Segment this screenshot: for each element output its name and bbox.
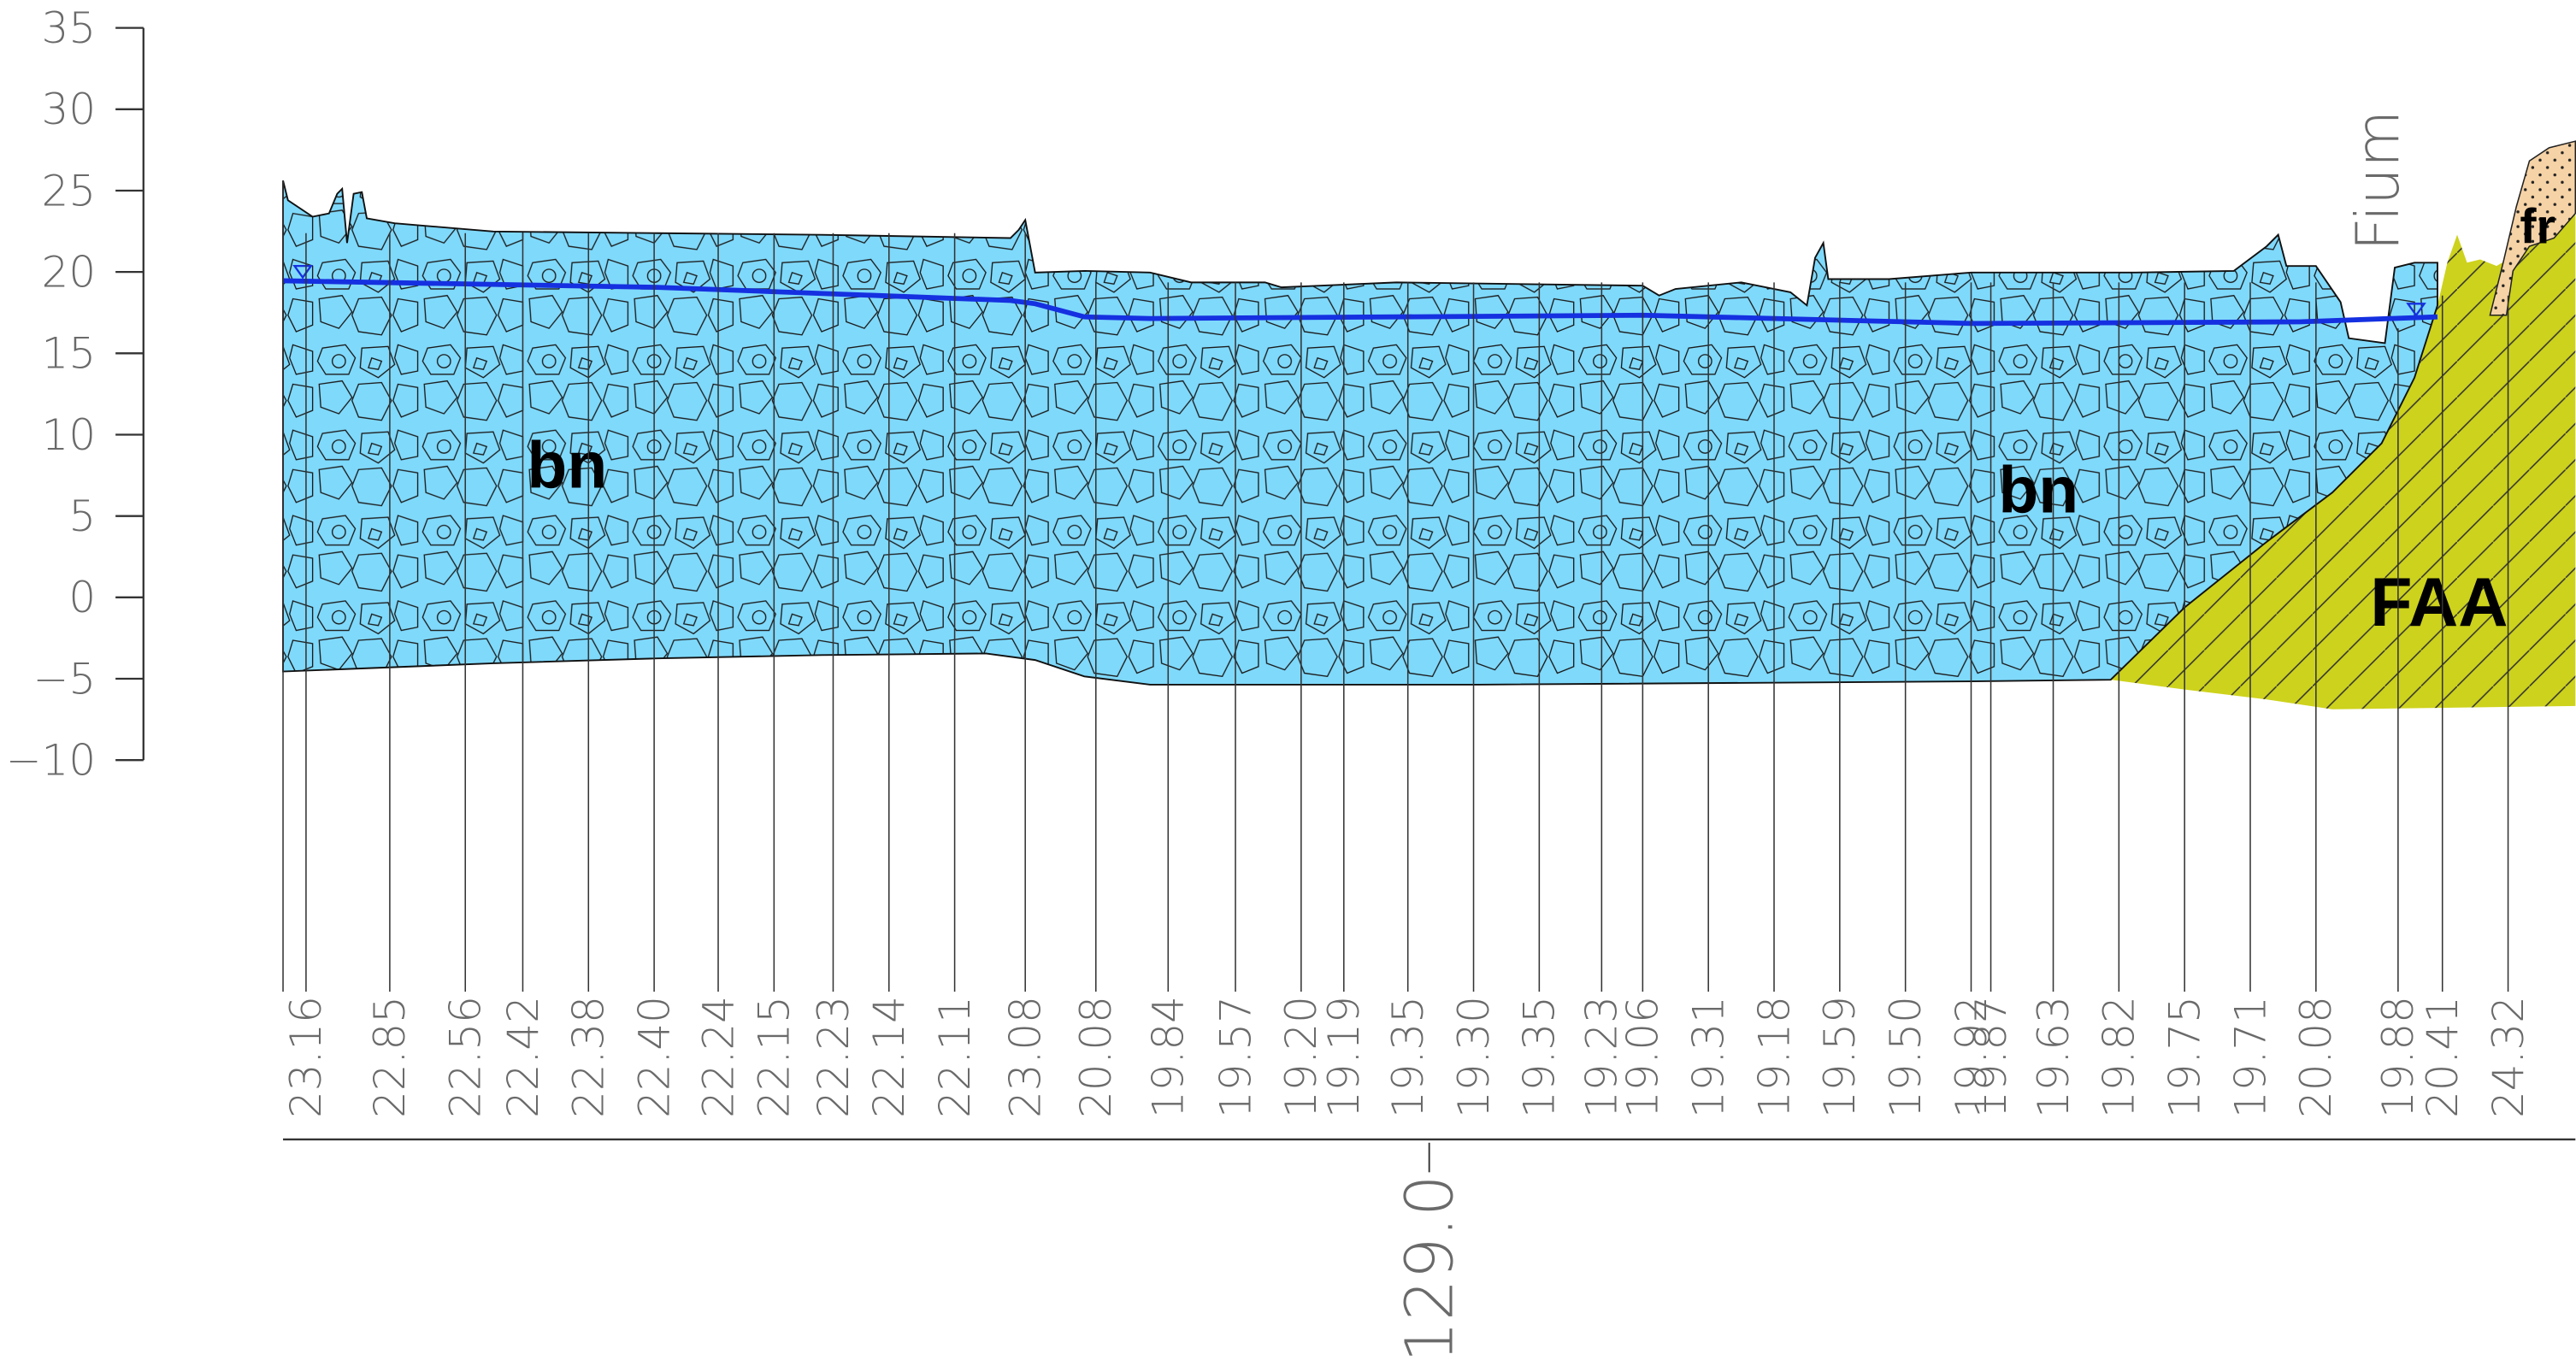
station-label: 19.63 bbox=[2029, 996, 2078, 1118]
station-label: 19.18 bbox=[1749, 996, 1799, 1118]
y-tick-label: 10 bbox=[42, 410, 97, 460]
station-label: 23.08 bbox=[1000, 996, 1050, 1118]
chainage: 129.0 bbox=[1393, 1175, 1469, 1363]
y-tick-label: 30 bbox=[42, 85, 97, 134]
station-label: 19.35 bbox=[1515, 996, 1565, 1118]
y-tick-label: 20 bbox=[42, 247, 97, 297]
station-label: 23.16 bbox=[281, 996, 331, 1118]
y-tick-label: −10 bbox=[6, 735, 96, 785]
station-label: 19.35 bbox=[1383, 996, 1433, 1118]
station-label: 22.23 bbox=[809, 996, 858, 1118]
cross-section: 129.0 Fium bn bn FAA fr 35 30 25 20 15 10 5 0 −5… bbox=[0, 0, 2576, 1366]
station-label: 24.32 bbox=[2484, 996, 2533, 1118]
unit-label: FAA bbox=[2370, 564, 2508, 641]
station-label: 19.84 bbox=[1144, 996, 1194, 1118]
station-label: 22.15 bbox=[750, 996, 799, 1118]
station-label: 19.30 bbox=[1449, 996, 1499, 1118]
station-label: 22.11 bbox=[930, 996, 980, 1118]
station-label: 20.41 bbox=[2418, 996, 2467, 1118]
station-label: 19.75 bbox=[2160, 996, 2209, 1118]
river-label: Fium bbox=[2344, 110, 2413, 251]
y-tick-label: 25 bbox=[42, 166, 97, 215]
y-tick-label: 15 bbox=[42, 329, 97, 379]
station-label: 19.31 bbox=[1683, 996, 1733, 1118]
unit-label: fr bbox=[2520, 199, 2555, 254]
station-label: 19.88 bbox=[2373, 996, 2423, 1118]
station-label: 22.42 bbox=[498, 996, 548, 1118]
station-label: 19.50 bbox=[1881, 996, 1931, 1118]
station-label: 19.06 bbox=[1618, 996, 1668, 1118]
station-label: 20.08 bbox=[1071, 996, 1121, 1118]
station-label: 19.59 bbox=[1815, 996, 1865, 1118]
station-label: 22.14 bbox=[864, 996, 914, 1118]
station-label: 20.08 bbox=[2291, 996, 2341, 1118]
station-label: 22.24 bbox=[693, 996, 743, 1118]
station-label: 19.82 bbox=[2095, 996, 2144, 1118]
unit-label: bn bbox=[1998, 453, 2078, 527]
y-tick-label: −5 bbox=[32, 654, 96, 704]
profile bbox=[283, 141, 2575, 709]
station-label: 19.57 bbox=[1211, 996, 1260, 1118]
y-tick-label: 35 bbox=[42, 3, 97, 53]
station-label: 22.40 bbox=[629, 996, 679, 1118]
station-label: 19.71 bbox=[2225, 996, 2275, 1118]
y-tick-label: 5 bbox=[68, 492, 96, 541]
station-label: 22.56 bbox=[441, 996, 491, 1118]
station-label: 22.85 bbox=[365, 996, 415, 1118]
unit-label: bn bbox=[527, 428, 607, 502]
y-tick-label: 0 bbox=[68, 573, 96, 622]
station-label: 19.19 bbox=[1319, 996, 1369, 1118]
station-label: 19.87 bbox=[1966, 996, 2016, 1118]
station-label: 22.38 bbox=[564, 996, 614, 1118]
